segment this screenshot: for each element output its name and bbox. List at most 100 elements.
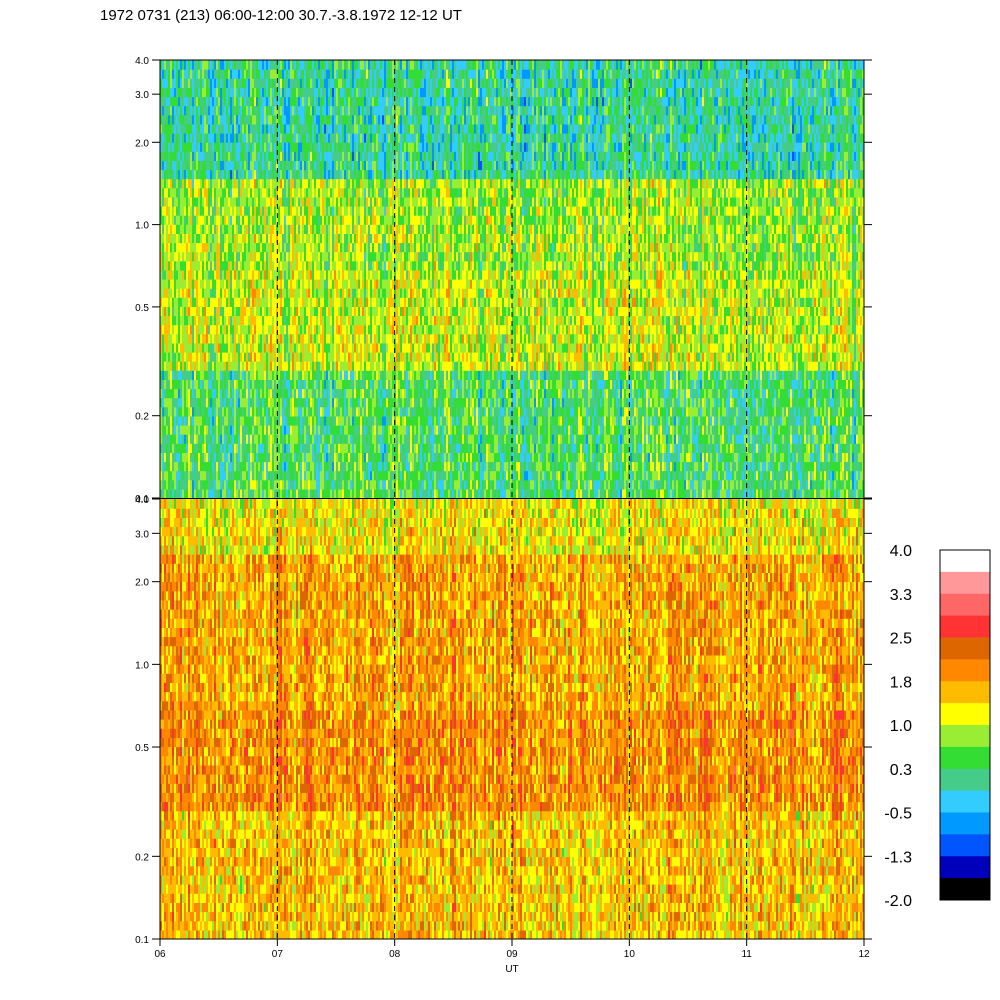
spectrogram-cell — [286, 269, 288, 280]
spectrogram-cell — [226, 352, 228, 362]
spectrogram-cell — [280, 452, 282, 463]
spectrogram-cell — [288, 397, 290, 408]
spectrogram-cell — [348, 452, 350, 463]
spectrogram-cell — [210, 160, 212, 171]
spectrogram-cell — [264, 87, 266, 98]
spectrogram-cell — [262, 151, 264, 161]
spectrogram-cell — [258, 479, 260, 490]
spectrogram-cell — [166, 361, 168, 371]
spectrogram-cell — [186, 105, 188, 116]
spectrogram-cell — [240, 142, 242, 152]
spectrogram-cell — [168, 397, 170, 408]
spectrogram-cell — [212, 324, 214, 335]
spectrogram-cell — [274, 151, 276, 161]
spectrogram-cell — [292, 388, 294, 399]
spectrogram-cell — [246, 133, 248, 143]
spectrogram-cell — [246, 105, 248, 116]
spectrogram-cell — [232, 105, 234, 116]
spectrogram-cell — [290, 370, 292, 380]
spectrogram-cell — [224, 78, 226, 88]
spectrogram-cell — [258, 324, 260, 335]
spectrogram-cell — [210, 452, 212, 463]
spectrogram-cell — [276, 306, 278, 317]
spectrogram-cell — [174, 352, 176, 362]
spectrogram-cell — [270, 251, 272, 262]
spectrogram-cell — [212, 352, 214, 362]
spectrogram-cell — [178, 206, 180, 216]
spectrogram-cell — [202, 187, 204, 198]
spectrogram-cell — [346, 297, 348, 307]
spectrogram-cell — [316, 169, 318, 180]
spectrogram-cell — [360, 415, 362, 426]
spectrogram-cell — [316, 178, 318, 189]
spectrogram-cell — [196, 178, 198, 189]
spectrogram-cell — [206, 406, 208, 417]
spectrogram-cell — [188, 105, 190, 116]
spectrogram-cell — [268, 279, 270, 289]
spectrogram-cell — [250, 142, 252, 152]
spectrogram-cell — [294, 452, 296, 463]
spectrogram-cell — [254, 96, 256, 107]
spectrogram-cell — [214, 333, 216, 344]
spectrogram-cell — [258, 224, 260, 234]
spectrogram-cell — [162, 406, 164, 417]
spectrogram-cell — [180, 196, 182, 207]
spectrogram-cell — [270, 196, 272, 207]
spectrogram-cell — [182, 352, 184, 362]
spectrogram-cell — [308, 151, 310, 161]
spectrogram-cell — [198, 324, 200, 335]
spectrogram-cell — [194, 60, 196, 70]
spectrogram-cell — [250, 260, 252, 271]
spectrogram-cell — [162, 123, 164, 134]
spectrogram-cell — [312, 297, 314, 307]
spectrogram-cell — [214, 279, 216, 289]
spectrogram-cell — [210, 425, 212, 435]
spectrogram-cell — [172, 361, 174, 371]
spectrogram-cell — [356, 123, 358, 134]
spectrogram-cell — [270, 169, 272, 180]
spectrogram-cell — [256, 224, 258, 234]
spectrogram-cell — [248, 196, 250, 207]
spectrogram-cell — [292, 406, 294, 417]
spectrogram-cell — [328, 142, 330, 152]
spectrogram-cell — [366, 260, 368, 271]
spectrogram-cell — [328, 425, 330, 435]
spectrogram-cell — [176, 370, 178, 380]
spectrogram-cell — [328, 224, 330, 234]
spectrogram-cell — [168, 279, 170, 289]
spectrogram-cell — [298, 370, 300, 380]
spectrogram-cell — [168, 479, 170, 490]
spectrogram-cell — [318, 379, 320, 390]
spectrogram-cell — [318, 87, 320, 98]
spectrogram-cell — [242, 397, 244, 408]
spectrogram-cell — [184, 388, 186, 399]
spectrogram-cell — [296, 133, 298, 143]
spectrogram-cell — [224, 142, 226, 152]
spectrogram-cell — [350, 324, 352, 335]
spectrogram-cell — [238, 224, 240, 234]
spectrogram-cell — [288, 206, 290, 216]
spectrogram-cell — [254, 397, 256, 408]
spectrogram-cell — [300, 160, 302, 171]
spectrogram-cell — [278, 169, 280, 180]
spectrogram-cell — [288, 160, 290, 171]
spectrogram-cell — [336, 342, 338, 353]
spectrogram-cell — [204, 333, 206, 344]
spectrogram-cell — [180, 178, 182, 189]
spectrogram-cell — [178, 461, 180, 472]
spectrogram-cell — [342, 434, 344, 444]
spectrogram-cell — [324, 443, 326, 453]
spectrogram-cell — [282, 370, 284, 380]
spectrogram-cell — [226, 169, 228, 180]
spectrogram-cell — [364, 260, 366, 271]
spectrogram-cell — [282, 224, 284, 234]
spectrogram-cell — [272, 206, 274, 216]
spectrogram-cell — [172, 233, 174, 244]
spectrogram-cell — [216, 425, 218, 435]
spectrogram-cell — [284, 233, 286, 244]
spectrogram-cell — [206, 224, 208, 234]
spectrogram-cell — [358, 233, 360, 244]
spectrogram-cell — [290, 324, 292, 335]
spectrogram-cell — [170, 324, 172, 335]
spectrogram-cell — [206, 461, 208, 472]
